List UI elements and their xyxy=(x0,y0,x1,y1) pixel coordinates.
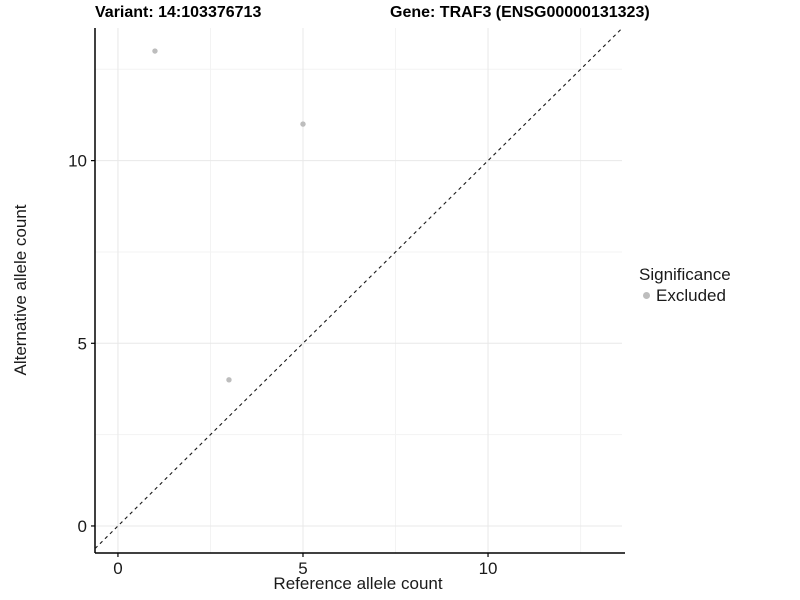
identity-line xyxy=(94,27,623,550)
data-point xyxy=(152,48,158,54)
x-axis-label: Reference allele count xyxy=(273,574,443,593)
data-point xyxy=(300,121,306,127)
legend-item-label: Excluded xyxy=(656,286,726,305)
excluded-point-icon xyxy=(643,292,650,299)
data-point xyxy=(226,377,232,383)
x-tick-label: 5 xyxy=(298,559,307,578)
y-tick-label: 0 xyxy=(78,517,87,536)
x-tick-label: 0 xyxy=(113,559,122,578)
y-tick-label: 5 xyxy=(78,334,87,353)
legend: Significance Excluded xyxy=(636,264,731,306)
plot-title-variant: Variant: 14:103376713 xyxy=(95,4,262,21)
legend-item-excluded: Excluded xyxy=(636,285,731,306)
x-tick-label: 10 xyxy=(479,559,498,578)
legend-title: Significance xyxy=(639,265,731,284)
y-tick-label: 10 xyxy=(68,152,87,171)
plot-title-gene: Gene: TRAF3 (ENSG00000131323) xyxy=(390,4,650,21)
